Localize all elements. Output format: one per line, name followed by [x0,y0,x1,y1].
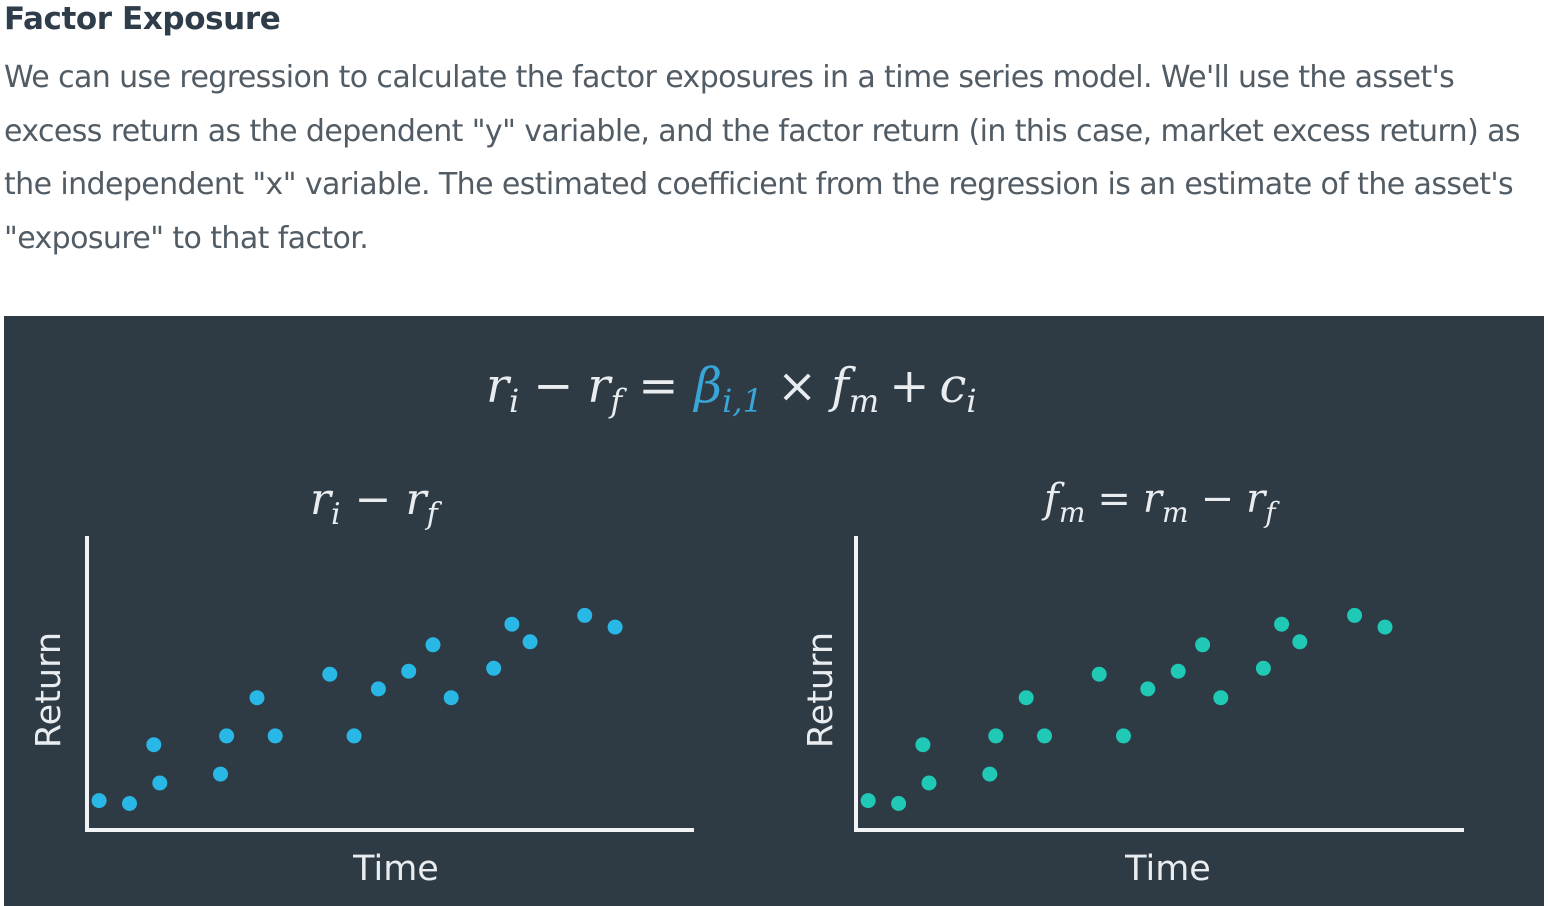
right-data-point-1 [891,796,907,811]
left-x-axis-label: Time [352,849,439,889]
eq-rf-sub: f [608,382,627,420]
left-title-minus: − [355,474,392,525]
right-data-point-14 [1255,660,1271,676]
eq-rf: r [587,358,613,414]
left-title-sub-f: f [425,497,443,532]
left-y-axis-label: Return [29,632,69,748]
left-title-sub-i: i [331,497,341,532]
right-title-sub-f: f [1263,496,1280,529]
right-data-point-13 [1213,690,1229,706]
right-data-point-9 [1116,728,1131,744]
left-data-point-14 [486,660,502,676]
left-data-point-9 [346,728,362,744]
left-data-point-12 [425,637,441,653]
left-data-point-4 [213,766,228,782]
right-data-point-12 [1195,637,1211,653]
left-title-r: r [310,474,334,525]
left-data-point-7 [267,728,283,744]
eq-r-sub: i [509,382,519,420]
left-title-r2: r [406,474,430,525]
left-data-point-16 [522,634,538,650]
right-data-point-7 [1037,728,1052,744]
right-data-point-4 [982,766,998,782]
right-title-sub-m2: m [1162,496,1189,529]
right-data-point-8 [1091,666,1107,682]
eq-times: × [777,358,817,414]
section-heading: Factor Exposure [4,1,281,37]
right-data-point-10 [1140,681,1156,697]
left-data-point-13 [443,690,459,706]
figure-canvas: ri − rf = βi,1 × fm + ci ri − rf fm = rm − rf Time Ret… [29,358,1464,889]
chart-right-title: fm = rm − rf [1041,476,1280,529]
right-title-equals: = [1097,476,1131,522]
intro-paragraph: We can use regression to calculate the f… [4,60,1521,256]
eq-r: r [486,358,512,414]
left-data-point-1 [122,796,137,811]
eq-plus: + [889,358,929,414]
left-data-point-8 [322,666,338,682]
right-title-minus: − [1201,476,1235,522]
right-data-point-18 [1377,619,1393,635]
eq-c: c [939,358,966,414]
right-data-point-2 [915,737,931,753]
right-x-axis-label: Time [1124,849,1211,889]
left-data-point-0 [91,793,107,809]
eq-fm-sub: m [849,382,879,420]
left-data-point-2 [146,737,162,753]
right-title-sub-m: m [1059,496,1086,529]
right-data-point-3 [921,775,937,791]
right-data-point-16 [1292,634,1308,650]
left-data-point-17 [577,607,593,623]
right-data-point-17 [1347,607,1363,623]
eq-c-sub: i [966,382,976,420]
right-data-point-5 [988,728,1004,744]
left-data-point-15 [504,616,520,632]
eq-equals: = [638,358,678,414]
right-data-point-15 [1274,616,1290,632]
eq-minus: − [533,358,573,414]
regression-equation: ri − rf = βi,1 × fm + ci [486,358,977,420]
right-title-r2: r [1246,476,1268,522]
eq-beta-sub: i,1 [722,382,763,420]
left-data-point-5 [219,728,235,744]
right-y-axis-label: Return [801,632,841,748]
factor-exposure-figure: ri − rf = βi,1 × fm + ci ri − rf fm = rm − rf Time Ret… [4,316,1544,906]
left-data-point-6 [249,690,265,706]
right-title-r: r [1143,476,1165,522]
left-data-point-10 [370,681,386,697]
left-data-point-11 [401,663,417,679]
right-data-point-0 [860,793,876,809]
left-data-point-18 [607,619,623,635]
right-scatter-points [860,607,1393,811]
right-data-point-11 [1170,663,1186,679]
eq-beta: β [692,358,722,414]
left-data-point-3 [152,775,168,791]
left-scatter-points [91,607,623,811]
chart-left-title: ri − rf [310,474,443,532]
right-data-point-6 [1018,690,1034,706]
